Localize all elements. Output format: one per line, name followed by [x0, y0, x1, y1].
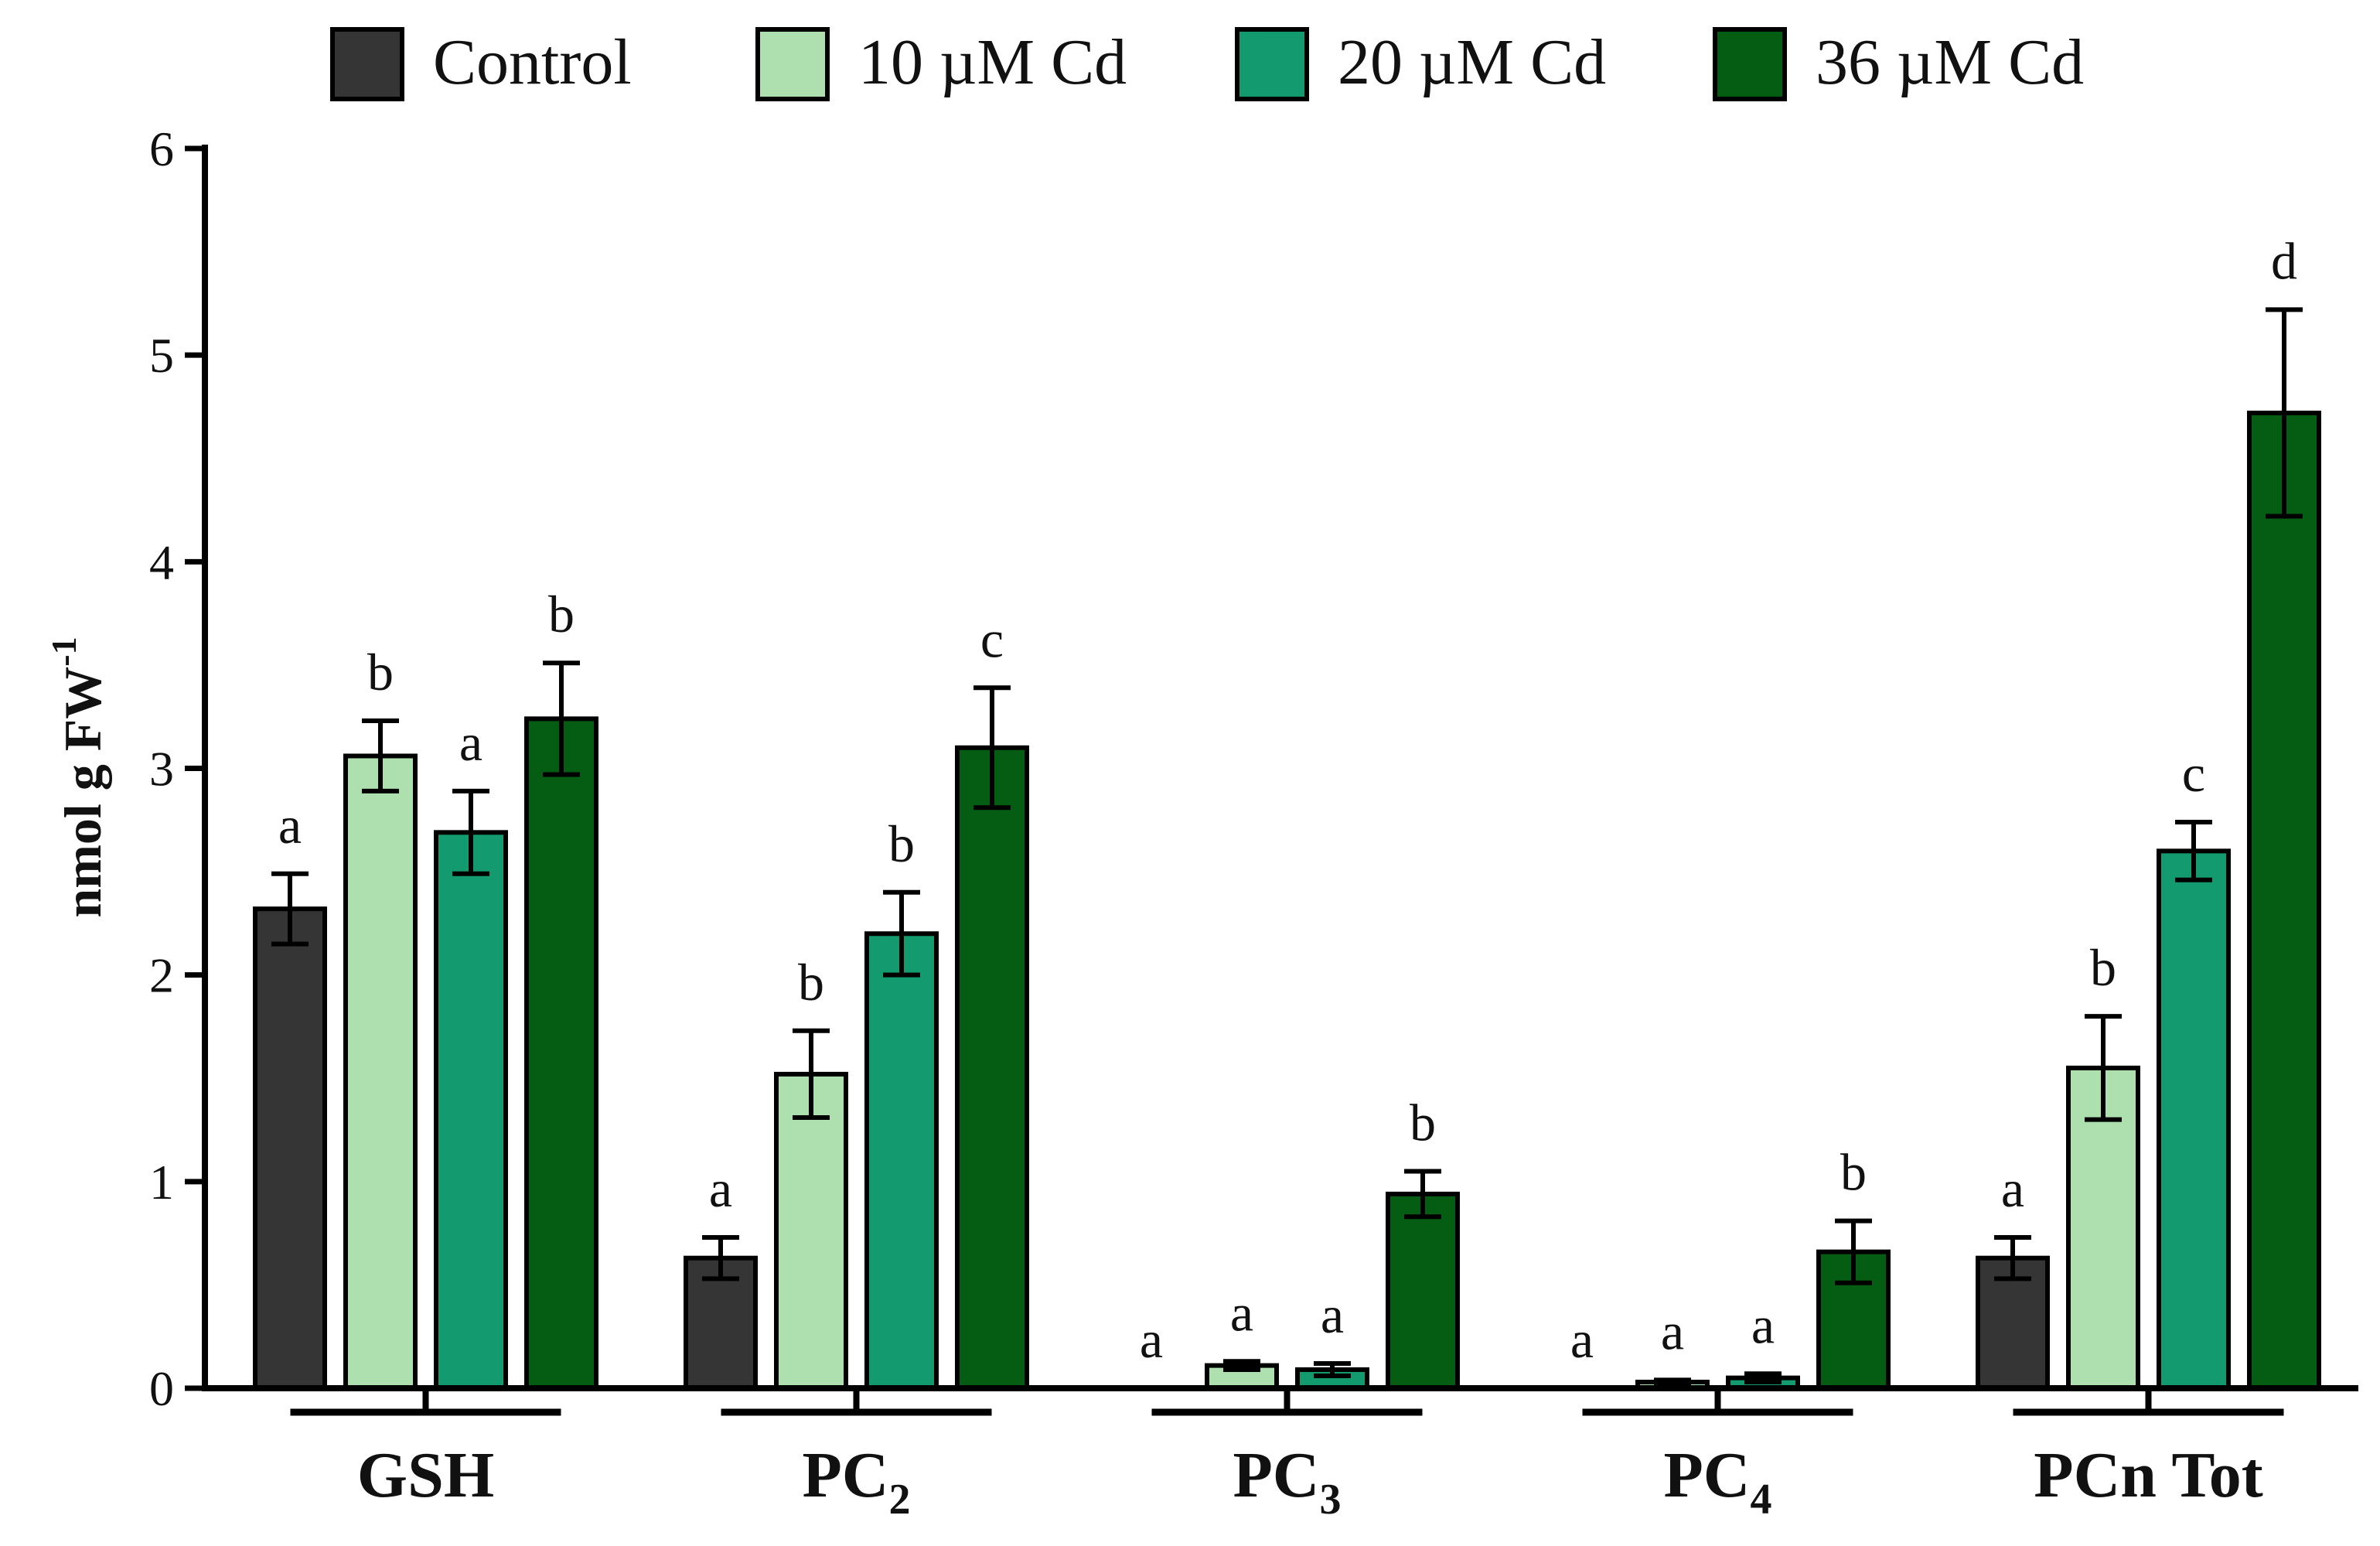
sig-label-1-2: b	[888, 814, 915, 873]
x-axis: GSH PC2 PC3 PC4 PCn Tot	[202, 1385, 2358, 1524]
category-label-4: PCn Tot	[2034, 1439, 2262, 1511]
y-tick-label-0: 0	[149, 1361, 174, 1416]
sig-label-0-1: b	[367, 643, 394, 701]
sig-label-2-3: b	[1410, 1093, 1436, 1152]
category-label-main-4: PCn Tot	[2034, 1439, 2262, 1511]
bar-1-1	[774, 1071, 848, 1391]
legend-label-2: 20 µM Cd	[1338, 26, 1606, 98]
bar-2-3	[1386, 1191, 1460, 1391]
sig-label-0-3: b	[548, 585, 575, 643]
y-tick-label-4: 4	[149, 534, 174, 589]
sig-label-3-1: a	[1661, 1302, 1684, 1360]
y-tick-label-6: 6	[149, 121, 174, 176]
legend-swatch-3	[1713, 27, 1787, 101]
sig-label-4-2: c	[2182, 744, 2205, 803]
legend-label-0: Control	[433, 26, 632, 98]
sig-label-1-0: a	[709, 1159, 732, 1218]
sig-label-2-0: a	[1140, 1310, 1163, 1369]
y-tick-label-3: 3	[149, 742, 174, 797]
sig-label-1-3: c	[980, 609, 1004, 668]
bar-0-1	[343, 753, 418, 1391]
legend-label-1: 10 µM Cd	[858, 26, 1127, 98]
bar-0-0	[253, 906, 327, 1391]
sig-label-1-1: b	[798, 953, 824, 1012]
bar-4-3	[2247, 410, 2321, 1391]
y-axis-label-superscript: -1	[44, 636, 84, 666]
category-label-main-1: PC	[803, 1439, 889, 1511]
category-label-1: PC2	[803, 1439, 911, 1524]
category-label-main-3: PC	[1664, 1439, 1751, 1511]
category-label-sub-1: 2	[888, 1476, 910, 1524]
sig-label-0-2: a	[459, 713, 482, 772]
chart-legend: Control 10 µM Cd 20 µM Cd 36 µM Cd	[330, 26, 2084, 101]
y-tick-label-5: 5	[149, 328, 174, 383]
bar-4-2	[2157, 848, 2231, 1391]
category-label-main-0: GSH	[357, 1439, 494, 1511]
bar-1-3	[955, 745, 1029, 1391]
sig-label-3-2: a	[1751, 1295, 1775, 1354]
sig-label-4-3: d	[2271, 231, 2297, 290]
sig-label-4-0: a	[2001, 1159, 2024, 1218]
y-axis-label-text: nmol g FW	[53, 667, 112, 918]
y-tick-label-2: 2	[149, 948, 174, 1003]
category-label-main-2: PC	[1233, 1439, 1320, 1511]
category-label-3: PC4	[1664, 1439, 1772, 1524]
category-label-sub-3: 4	[1750, 1476, 1771, 1524]
y-tick-label-1: 1	[149, 1155, 174, 1210]
category-label-0: GSH	[357, 1439, 494, 1511]
legend-swatch-1	[755, 27, 830, 101]
sig-label-4-1: b	[2090, 938, 2116, 997]
sig-label-3-3: b	[1840, 1143, 1867, 1202]
bar-1-2	[864, 931, 939, 1391]
bar-series: a b a b a b b c a a a b a a a b a b c d	[253, 231, 2321, 1391]
bar-0-3	[524, 716, 598, 1391]
legend-swatch-0	[330, 27, 404, 101]
category-label-2: PC3	[1233, 1439, 1342, 1524]
sig-label-0-0: a	[278, 796, 302, 855]
legend-label-3: 36 µM Cd	[1816, 26, 2084, 98]
legend-swatch-2	[1235, 27, 1309, 101]
y-axis: 0 1 2 3 4 5 6	[149, 121, 208, 1416]
y-axis-label: nmol g FW-1	[44, 636, 112, 917]
sig-label-2-1: a	[1230, 1283, 1253, 1342]
sig-label-2-2: a	[1321, 1285, 1344, 1344]
bar-0-2	[434, 830, 508, 1391]
category-label-sub-2: 3	[1319, 1476, 1341, 1524]
sig-label-3-0: a	[1570, 1310, 1594, 1369]
